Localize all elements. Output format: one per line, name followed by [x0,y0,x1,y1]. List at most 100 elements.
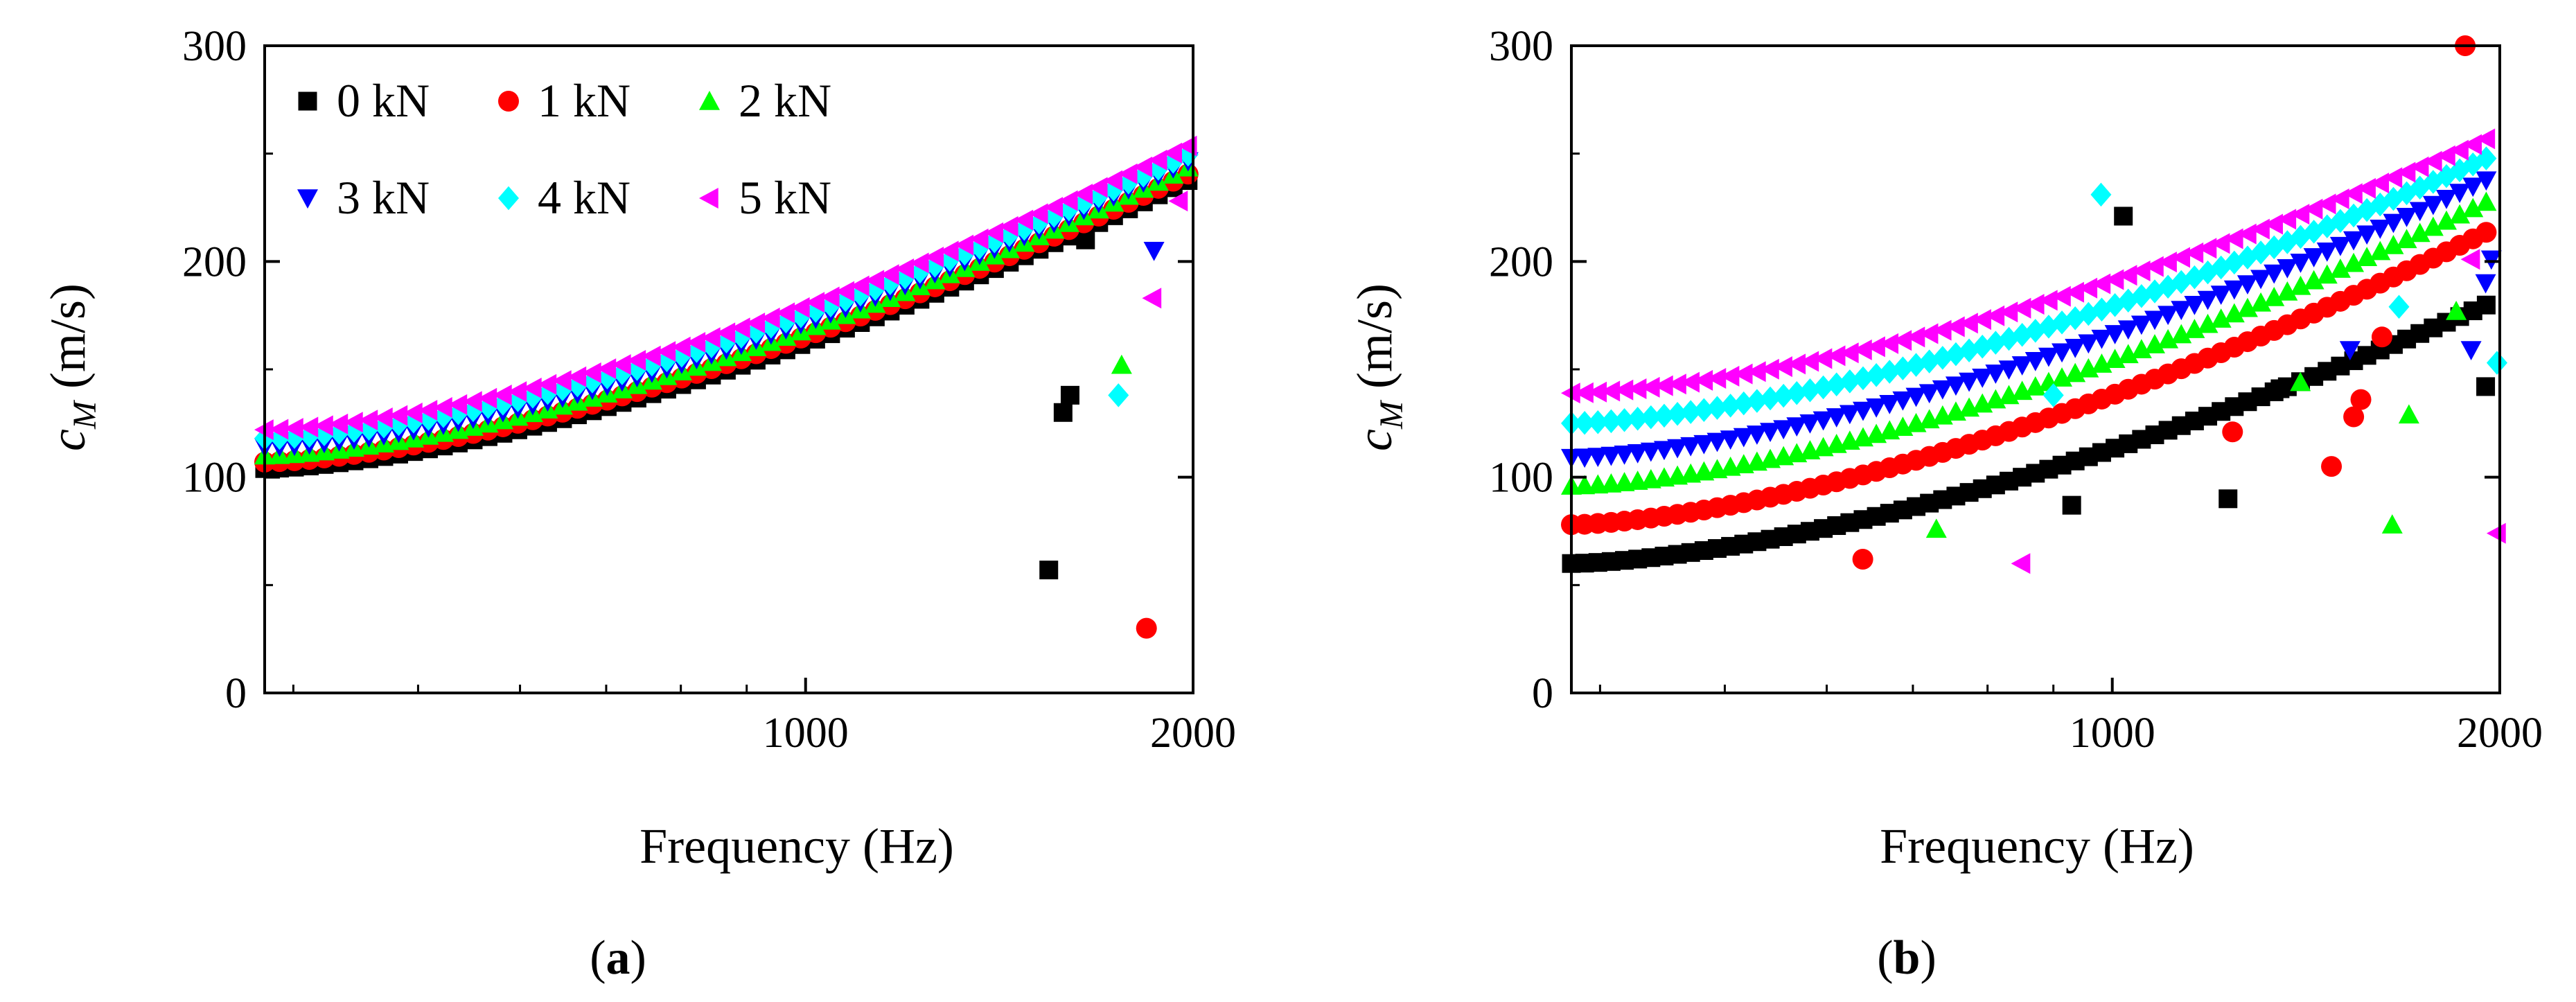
data-point [2316,243,2338,262]
legend-marker [297,189,318,209]
data-point [2011,356,2033,376]
data-point [2052,343,2073,363]
data-point [2460,341,2482,360]
data-point [2091,273,2111,295]
data-point [686,332,706,353]
data-point [1918,349,1940,373]
panel-b-label: (b) [1877,931,1937,985]
data-point [1574,382,1594,403]
data-point [2422,195,2444,216]
data-point [2250,270,2272,290]
data-point [909,252,929,274]
data-point [2476,191,2497,211]
data-point [1879,333,1899,354]
data-point [641,352,662,377]
data-point [2462,197,2484,218]
data-point [1852,339,1872,360]
data-point [1108,383,1129,407]
panel-a-x-axis-title: Frequency (Hz) [639,818,954,874]
data-point [2131,260,2151,281]
data-point [2043,383,2064,407]
data-point [924,247,944,268]
data-point [2104,269,2124,290]
data-point [1667,373,1686,395]
data-point [2381,514,2403,534]
data-point [1852,548,1873,570]
data-point [313,415,333,437]
data-point [2422,216,2444,236]
data-point [1163,142,1183,164]
data-point [2223,303,2245,323]
data-point [1168,191,1188,212]
data-point [2131,315,2152,335]
data-point [641,345,661,367]
data-point [2223,280,2245,300]
data-point [1746,425,1767,445]
data-point [2052,285,2071,307]
data-point [1852,401,1873,421]
data-point [2078,277,2098,299]
data-point [2339,341,2361,360]
data-point [2024,294,2045,315]
data-point [1866,362,1887,387]
data-point [343,412,363,433]
data-point [462,391,482,412]
data-point [1746,361,1766,383]
legend-marker [498,91,519,112]
data-point [2343,252,2365,272]
data-point [1014,209,1034,231]
data-point [1812,348,1833,369]
data-point [984,222,1004,243]
data-point [1773,356,1792,378]
data-point [1614,407,1635,432]
data-point [894,258,915,279]
data-point [2398,404,2419,424]
data-point [1680,371,1700,393]
data-point [2144,310,2165,331]
data-point [2476,295,2496,315]
data-point [1614,379,1634,401]
data-point [477,387,497,409]
data-point [1600,446,1622,466]
data-point [1627,378,1647,399]
data-point [790,297,810,318]
data-point [1706,396,1728,420]
data-point [269,419,289,440]
data-point [1985,364,2006,384]
data-point [1143,242,1165,261]
legend-label: 0 kN [337,74,430,127]
data-point [1088,177,1108,198]
data-point [2476,128,2496,150]
data-point [700,327,721,349]
data-point [1640,376,1660,398]
data-point [2486,522,2506,544]
data-point [2383,235,2404,254]
data-point [1667,402,1688,426]
data-point [1614,446,1635,465]
data-point [1746,389,1767,413]
data-point [1773,420,1794,440]
data-point [1866,336,1885,358]
data-point [2303,270,2324,290]
data-point [2476,377,2496,396]
data-point [2370,220,2391,239]
data-point [775,302,795,324]
data-point [597,358,617,380]
data-point [299,416,319,438]
data-point [1133,157,1153,178]
data-point [2270,379,2290,398]
data-point [2117,344,2139,364]
data-point [1879,394,1900,414]
data-point [2446,300,2467,320]
data-point [1600,380,1621,402]
data-point [1693,369,1713,391]
data-point [2090,182,2112,207]
data-point [2290,371,2311,392]
data-point [1653,441,1675,461]
panel-b-axes: 0 100 200 300 1000 2000 [1489,23,2543,757]
data-point [2158,252,2177,273]
data-point [1959,313,1978,334]
data-point [2171,301,2192,321]
data-point [2343,406,2365,428]
